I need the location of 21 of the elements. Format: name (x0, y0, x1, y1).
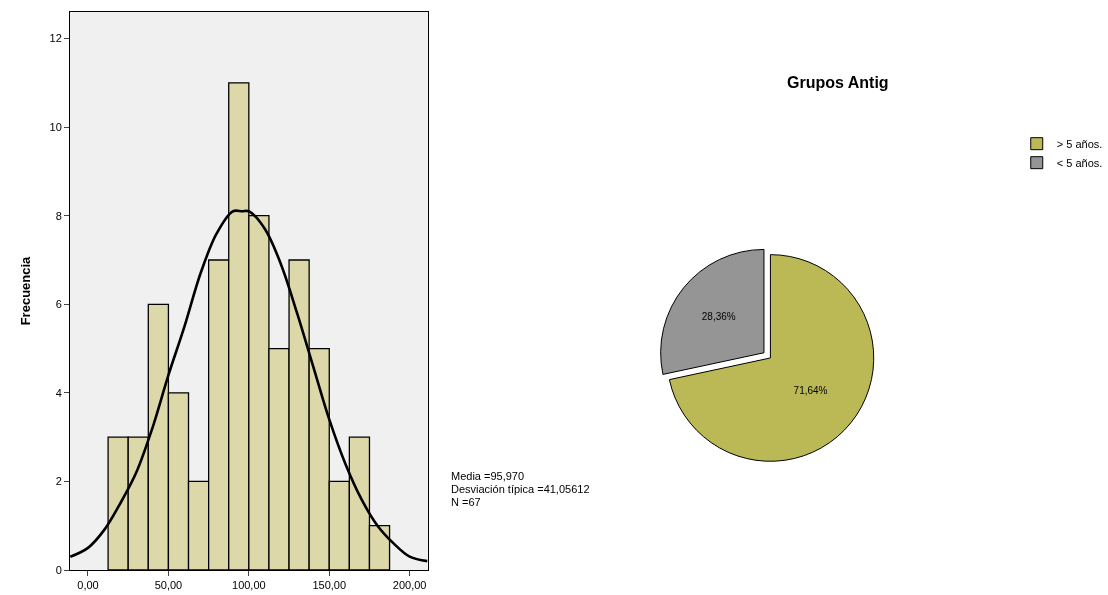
x-tick-label: 100,00 (232, 579, 266, 592)
y-tick-label: 6 (55, 298, 62, 311)
text: N =67 (451, 496, 481, 508)
x-tick-label: 200,00 (392, 579, 427, 592)
x-tick-label: 150,00 (312, 579, 347, 592)
y-tick-label: 10 (49, 120, 62, 133)
data-label: 28,36% (701, 310, 736, 322)
y-tick-label: 4 (55, 386, 62, 399)
legend-label: > 5 años. (1056, 137, 1103, 150)
text: Media =95,970 (451, 470, 525, 482)
y-tick-label: 8 (55, 209, 62, 222)
y-tick-label: 12 (49, 32, 62, 45)
y-tick-label: 0 (55, 563, 62, 576)
legend-label: < 5 años. (1056, 156, 1103, 169)
x-tick-label: 0,00 (77, 579, 99, 592)
chart-title: Grupos Antig (787, 74, 889, 91)
y-tick-label: 2 (55, 475, 62, 488)
y-axis-title: Frecuencia (18, 255, 34, 326)
x-tick-label: 50,00 (154, 579, 183, 592)
text: Desviación típica =41,05612 (451, 483, 590, 495)
data-label: 71,64% (793, 384, 828, 396)
